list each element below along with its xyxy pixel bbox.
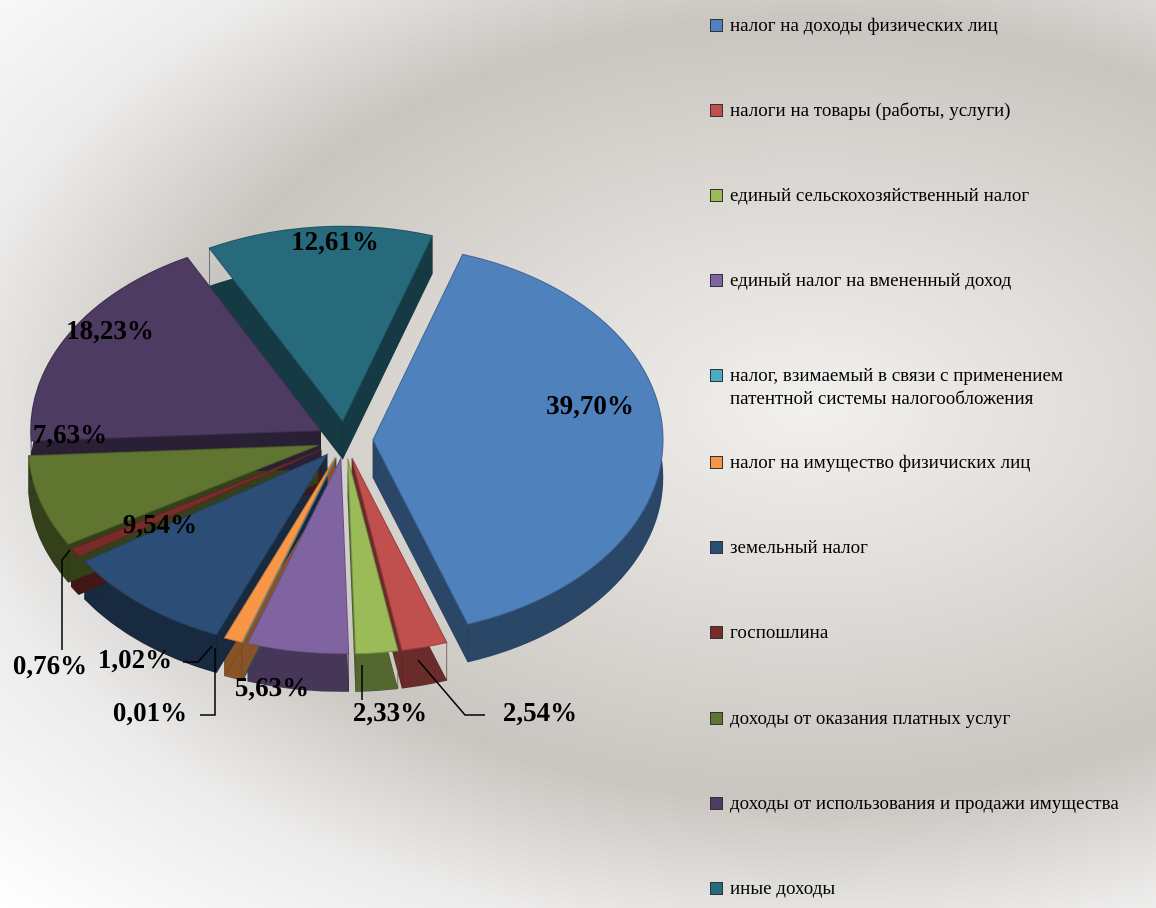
- slice: [223, 457, 336, 643]
- legend-swatch: [710, 541, 723, 554]
- leader-line: [61, 549, 71, 650]
- leader-line: [183, 645, 213, 663]
- legend-item: доходы от использования и продажи имущес…: [708, 792, 1148, 815]
- slice: [242, 457, 337, 644]
- slice: [351, 457, 448, 651]
- slice: [83, 453, 329, 636]
- legend-label: налог на имущество физичиских лиц: [730, 452, 1031, 473]
- legend-item: налог, взимаемый в связи с применением п…: [708, 364, 1148, 410]
- legend-label: доходы от оказания платных услуг: [730, 708, 1011, 729]
- legend-swatch: [710, 712, 723, 725]
- data-label: 12,61%: [291, 226, 379, 256]
- legend-swatch: [710, 189, 723, 202]
- slice: [347, 458, 399, 655]
- legend-swatch: [710, 369, 723, 382]
- legend-label: иные доходы: [730, 878, 836, 899]
- legend-item: налоги на товары (работы, услуги): [708, 99, 1148, 122]
- slice: [372, 253, 664, 625]
- legend-item: доходы от оказания платных услуг: [708, 707, 1148, 730]
- legend-swatch: [710, 797, 723, 810]
- legend-item: земельный налог: [708, 536, 1148, 559]
- slice: [30, 256, 322, 442]
- legend-swatch: [710, 104, 723, 117]
- legend-swatch: [710, 19, 723, 32]
- data-label: 0,01%: [113, 697, 187, 727]
- leader-line: [417, 659, 485, 716]
- data-label: 2,54%: [503, 697, 577, 727]
- legend-swatch: [710, 274, 723, 287]
- data-label: 18,23%: [66, 315, 154, 345]
- slice: [247, 456, 350, 655]
- legend-label: единый налог на вмененный доход: [730, 270, 1012, 291]
- legend-label: земельный налог: [730, 537, 868, 558]
- legend-swatch: [710, 882, 723, 895]
- legend-label: налог на доходы физических лиц: [730, 15, 998, 36]
- slice: [28, 444, 319, 545]
- data-label: 0,76%: [13, 650, 87, 680]
- data-label: 39,70%: [546, 390, 634, 420]
- legend-label: единый сельскохозяйственный налог: [730, 185, 1030, 206]
- legend-label: доходы от использования и продажи имущес…: [730, 793, 1119, 814]
- leader-line: [200, 648, 216, 716]
- data-label: 9,54%: [123, 509, 197, 539]
- legend-item: налог на доходы физических лиц: [708, 14, 1148, 37]
- data-label: 1,02%: [98, 644, 172, 674]
- legend-label: госпошлина: [730, 622, 829, 643]
- legend-item: иные доходы: [708, 877, 1148, 900]
- legend-item: единый сельскохозяйственный налог: [708, 184, 1148, 207]
- data-label: 2,33%: [353, 697, 427, 727]
- legend-swatch: [710, 626, 723, 639]
- legend-item: единый налог на вмененный доход: [708, 269, 1148, 292]
- data-label: 5,63%: [235, 672, 309, 702]
- data-label: 7,63%: [33, 419, 107, 449]
- legend-label: налоги на товары (работы, услуги): [730, 100, 1011, 121]
- legend-item: налог на имущество физичиских лиц: [708, 451, 1148, 474]
- legend-item: госпошлина: [708, 621, 1148, 644]
- legend-label: налог, взимаемый в связи с применением п…: [730, 365, 1063, 409]
- slice: [208, 225, 434, 423]
- slice: [70, 449, 322, 558]
- legend-swatch: [710, 456, 723, 469]
